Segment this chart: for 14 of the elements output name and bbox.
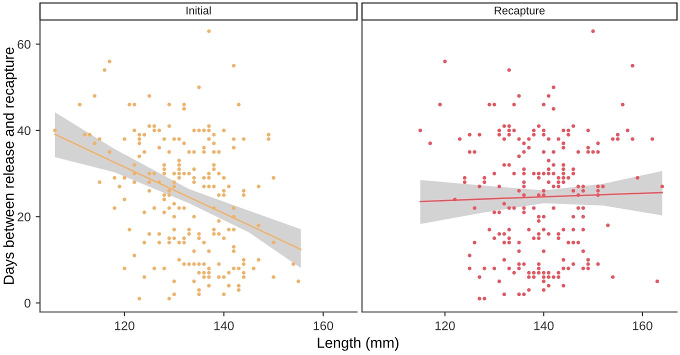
x-tick-label: 160 xyxy=(314,321,334,330)
x-tick-label: 140 xyxy=(214,321,234,330)
y-tick-label: 20 xyxy=(18,212,30,222)
x-axis-title: Length (mm) xyxy=(318,337,398,351)
y-tick-label: 60 xyxy=(18,40,30,49)
x-tick-label: 160 xyxy=(632,321,652,330)
chart-title: Initial xyxy=(186,6,211,14)
chart-title: Recapture xyxy=(494,6,545,17)
y-axis-title: Days between release and recapture xyxy=(3,47,17,284)
x-tick-label: 120 xyxy=(114,321,134,330)
y-tick-label: 40 xyxy=(17,126,30,136)
x-tick-label: 120 xyxy=(435,321,455,330)
x-tick-label: 140 xyxy=(534,321,554,330)
y-tick-label: 0 xyxy=(24,298,30,308)
